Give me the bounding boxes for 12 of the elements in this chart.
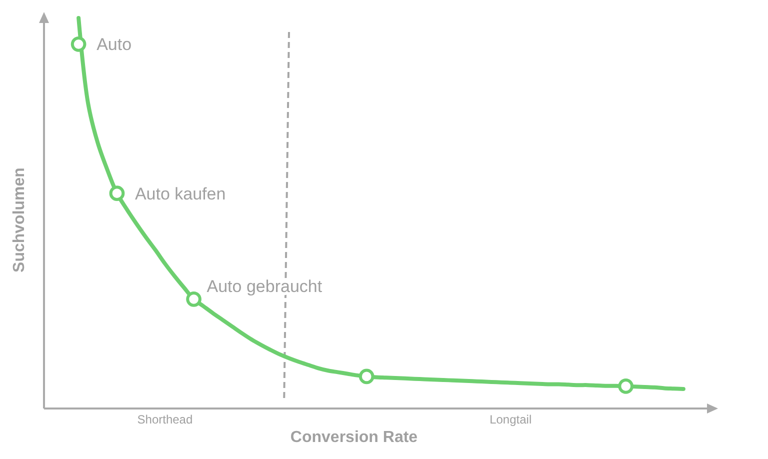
point bbox=[618, 378, 634, 394]
x-tick-label: Longtail bbox=[490, 412, 532, 426]
x-axis-title: Conversion Rate bbox=[290, 429, 418, 446]
x-tick-label: Shorthead bbox=[137, 412, 193, 426]
annotation: Auto bbox=[96, 35, 132, 54]
point bbox=[109, 186, 125, 201]
annotation: Auto kaufen bbox=[134, 184, 226, 204]
y-axis-title: Suchvolumen bbox=[11, 168, 28, 272]
point bbox=[358, 368, 374, 384]
point bbox=[70, 36, 86, 52]
point bbox=[186, 291, 202, 307]
annotation: Auto gebraucht bbox=[206, 277, 322, 296]
